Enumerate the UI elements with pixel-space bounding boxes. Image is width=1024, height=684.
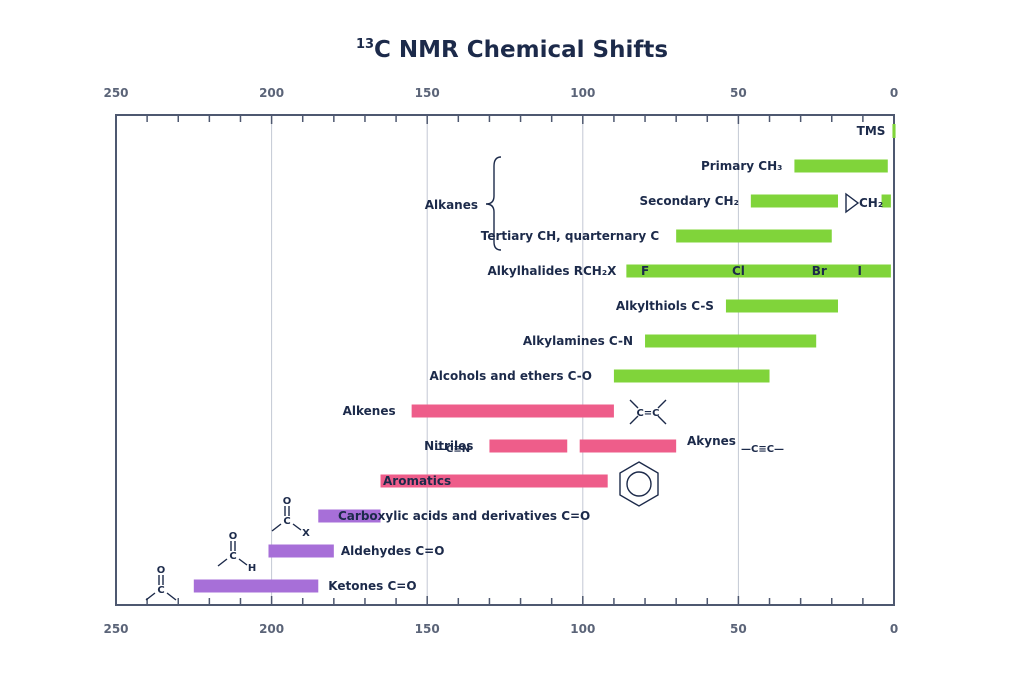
bar-label-10: Nitriles <box>424 439 473 453</box>
bar-label-7: Alkylamines C-N <box>523 334 633 348</box>
bar-label-14: Aldehydes C=O <box>341 544 445 558</box>
svg-text:C: C <box>157 585 164 596</box>
tick-label-top: 100 <box>570 86 595 100</box>
tick-label-top: 0 <box>890 86 898 100</box>
carboxylic-structure-icon: O C X <box>271 496 310 539</box>
plot-frame <box>115 114 895 606</box>
bar-3 <box>881 194 891 208</box>
alkyne-symbol: —C≡C— <box>741 444 784 455</box>
bar-6 <box>725 299 838 313</box>
bar-5 <box>626 264 891 278</box>
grid-layer <box>271 115 739 605</box>
bar-1 <box>794 159 888 173</box>
benzene-ring-icon <box>619 461 659 507</box>
label-layer: TMS Primary CH₃ Secondary CH₂ Tertiary CH, … <box>328 124 885 593</box>
bar-label-2: Secondary CH₂ <box>639 194 738 208</box>
bar-14 <box>268 544 334 558</box>
bar-13 <box>318 509 381 523</box>
tick-label-bottom: 250 <box>103 622 128 636</box>
svg-text:O: O <box>157 565 166 576</box>
svg-text:H: H <box>248 563 256 574</box>
bar-label-5: Alkylhalides RCH₂X <box>488 264 618 278</box>
bar-11 <box>579 439 677 453</box>
bar-label-13: Carboxylic acids and derivatives C=O <box>338 509 590 523</box>
halogen-label: Cl <box>732 264 745 278</box>
svg-text:X: X <box>302 528 310 539</box>
halogen-label: Br <box>812 264 827 278</box>
svg-text:C=C: C=C <box>636 408 659 419</box>
tick-label-top: 200 <box>259 86 284 100</box>
bar-4 <box>676 229 832 243</box>
ketone-structure-icon: O C <box>145 565 177 601</box>
halogen-label: F <box>641 264 649 278</box>
cyclo-ch2-label: CH₂ <box>859 196 883 210</box>
bar-0 <box>892 124 896 138</box>
bar-label-4: Tertiary CH, quarternary C <box>481 229 660 243</box>
tick-label-top: 250 <box>103 86 128 100</box>
tick-label-bottom: 100 <box>570 622 595 636</box>
bar-10 <box>489 439 568 453</box>
bar-label-11: Akynes <box>687 434 736 448</box>
nitrile-symbol: —C≡N <box>436 444 470 455</box>
tick-label-top: 150 <box>415 86 440 100</box>
alkanes-group-label: Alkanes <box>425 198 478 212</box>
bar-label-0: TMS <box>857 124 886 138</box>
alkene-structure-icon: C=C <box>629 399 667 425</box>
tick-label-bottom: 150 <box>415 622 440 636</box>
bar-label-8: Alcohols and ethers C-O <box>429 369 591 383</box>
bar-15 <box>193 579 319 593</box>
tick-label-bottom: 0 <box>890 622 898 636</box>
bar-9 <box>411 404 614 418</box>
alkanes-brace <box>485 156 502 251</box>
halogen-label: I <box>858 264 862 278</box>
bar-label-15: Ketones C=O <box>328 579 416 593</box>
chart-title: 13C NMR Chemical Shifts <box>356 37 668 63</box>
svg-text:O: O <box>229 531 238 542</box>
bar-12 <box>380 474 608 488</box>
aldehyde-structure-icon: O C H <box>217 531 256 574</box>
tick-label-top: 50 <box>730 86 747 100</box>
bar-layer: F Cl Br I <box>193 124 896 593</box>
bar-7 <box>645 334 817 348</box>
title-superscript: 13 <box>356 37 374 52</box>
bar-8 <box>613 369 770 383</box>
tick-label-bottom: 200 <box>259 622 284 636</box>
title-main: C NMR Chemical Shifts <box>374 37 668 63</box>
bar-label-9: Alkenes <box>343 404 396 418</box>
svg-text:C: C <box>229 551 236 562</box>
bar-label-12: Aromatics <box>383 474 451 488</box>
tick-layer: 250 250 200 200 150 150 100 100 50 50 0 0 <box>103 86 898 636</box>
bar-label-6: Alkylthiols C-S <box>616 299 714 313</box>
cyclo-ring-icon <box>845 192 860 214</box>
bar-label-1: Primary CH₃ <box>701 159 782 173</box>
bar-2 <box>750 194 838 208</box>
tick-label-bottom: 50 <box>730 622 747 636</box>
svg-text:O: O <box>283 496 292 507</box>
svg-text:C: C <box>283 516 290 527</box>
